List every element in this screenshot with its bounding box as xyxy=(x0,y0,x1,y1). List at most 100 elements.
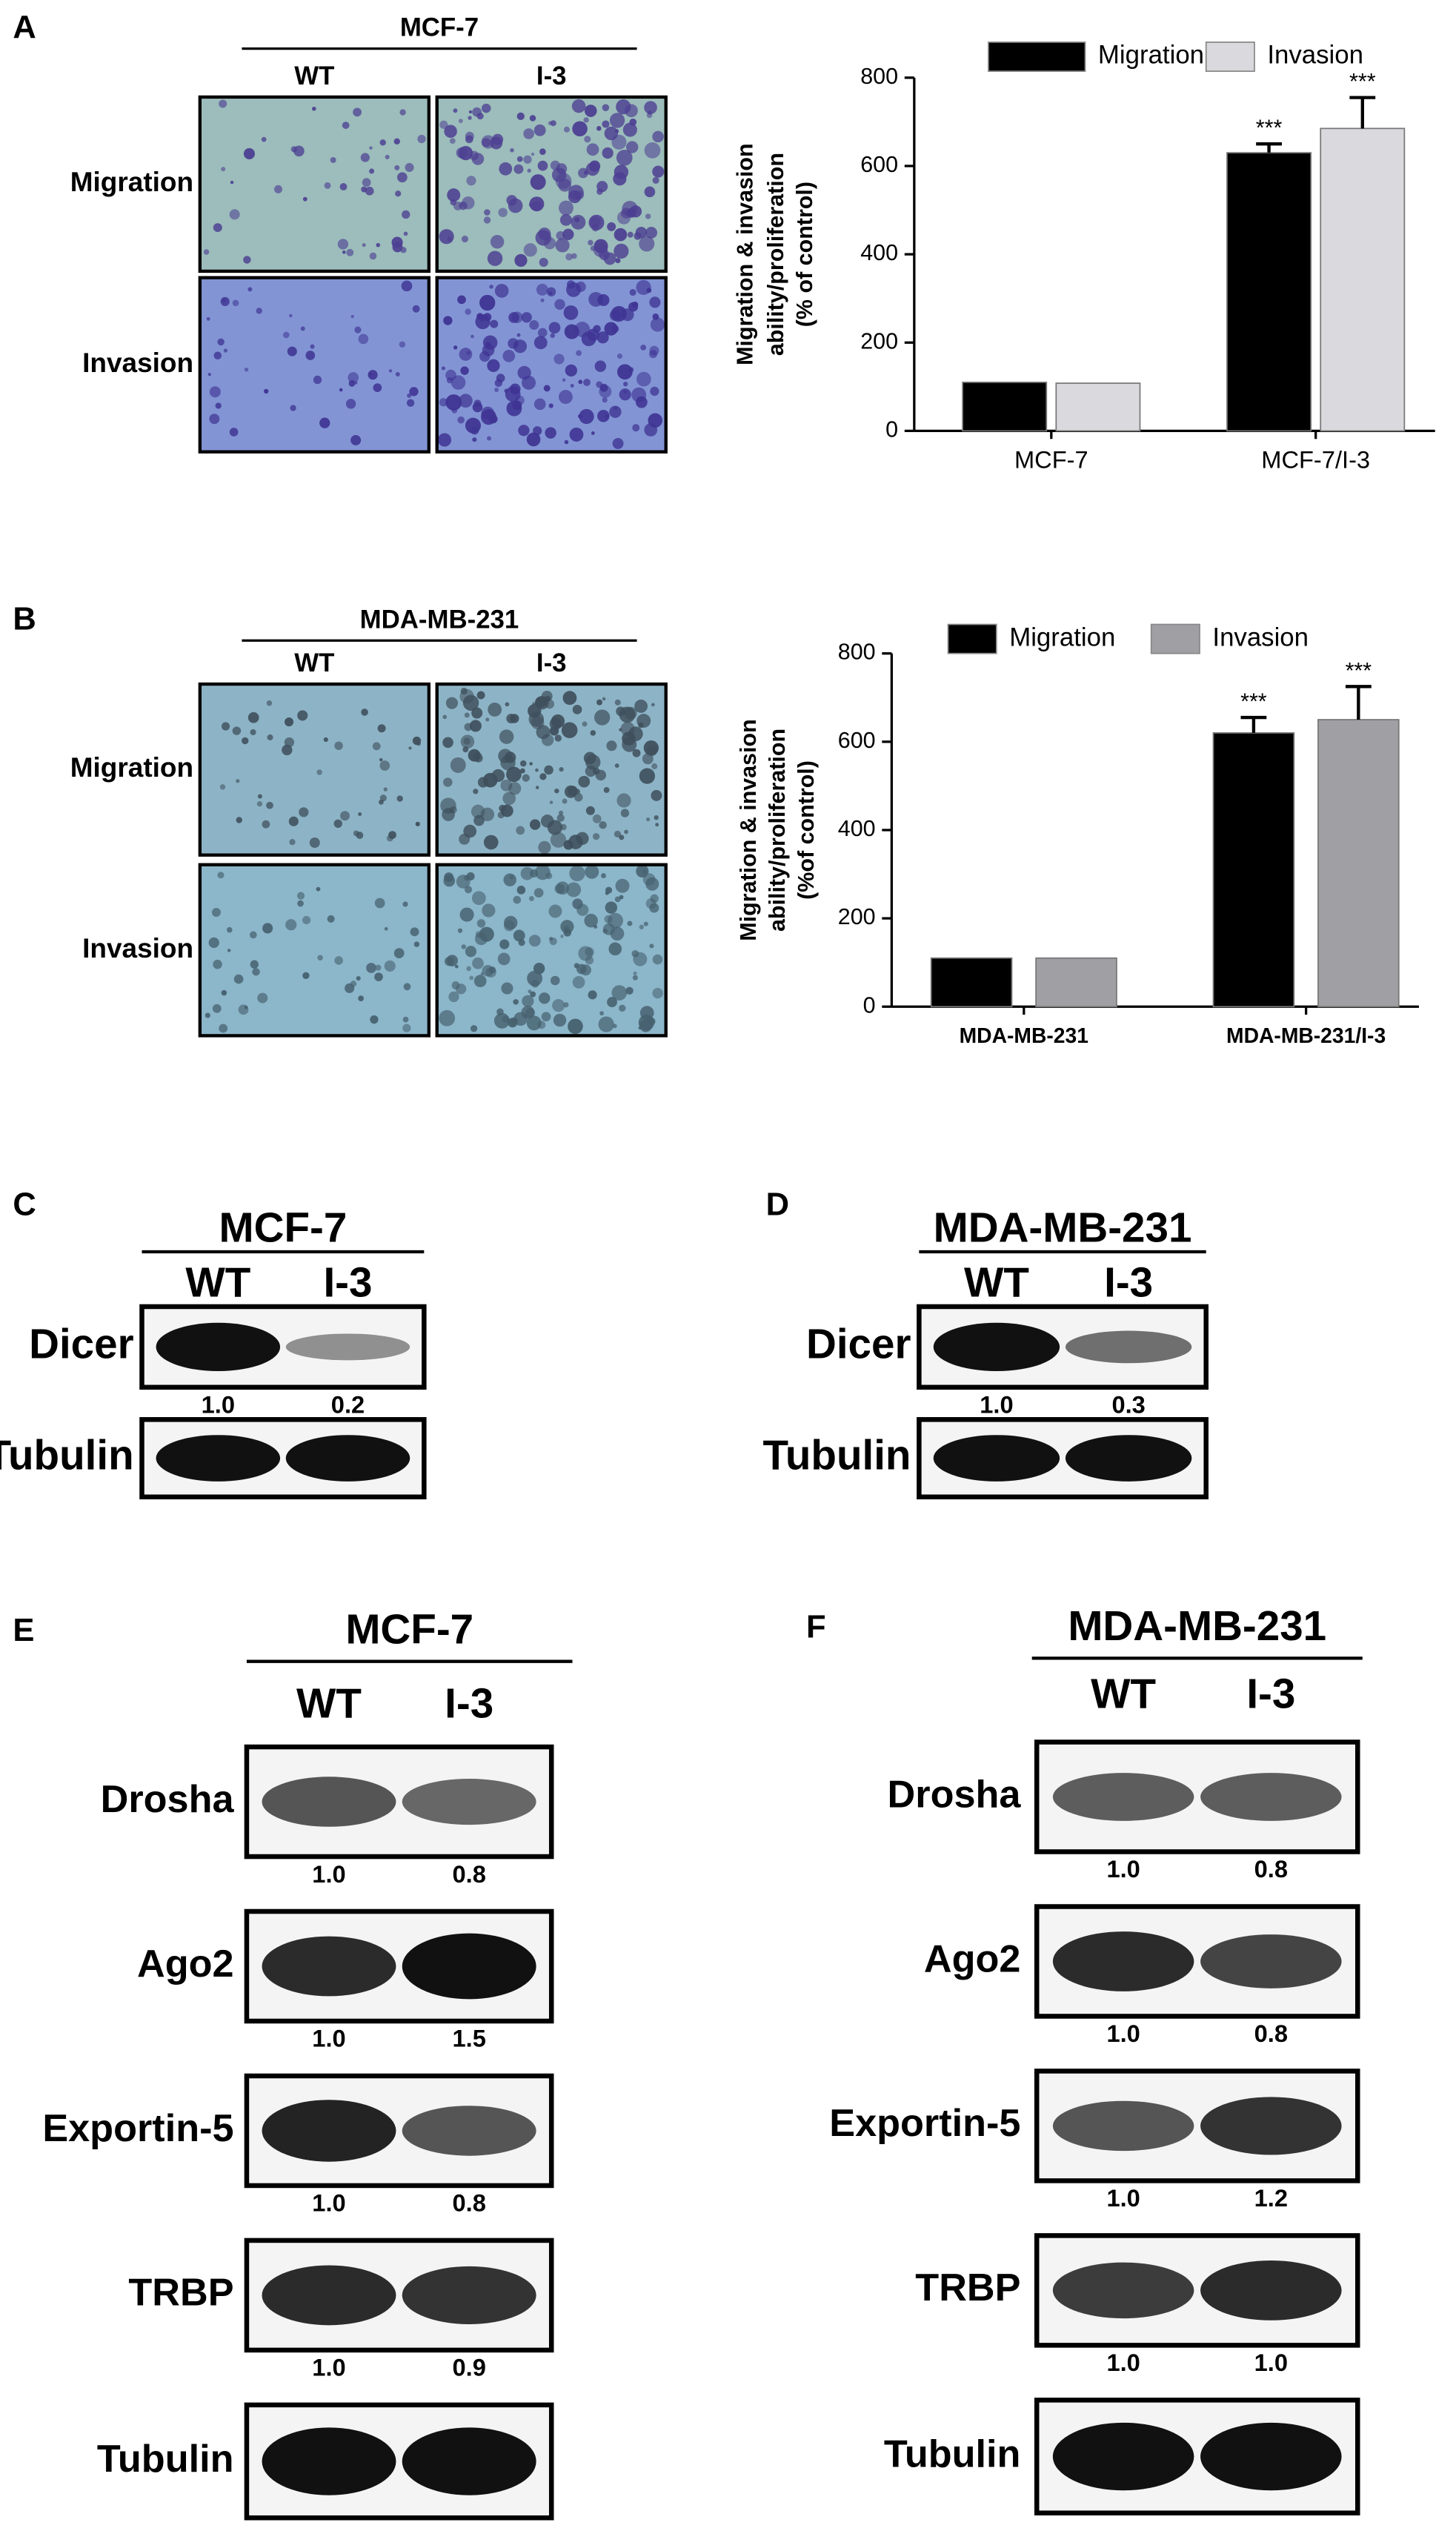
cell xyxy=(549,937,554,941)
quantification: 0.8 xyxy=(1254,1855,1288,1883)
row-label: Tubulin xyxy=(884,2432,1021,2475)
cell xyxy=(482,903,496,918)
cell xyxy=(574,793,583,802)
cell xyxy=(633,971,637,975)
cell xyxy=(455,983,467,995)
y-tick-label: 400 xyxy=(860,240,898,265)
x-tick-label: MCF-7 xyxy=(1014,445,1088,473)
cell xyxy=(437,433,452,447)
cell xyxy=(564,324,579,339)
cell xyxy=(391,236,403,248)
cell xyxy=(585,947,594,957)
cell xyxy=(514,253,528,268)
cell xyxy=(642,873,656,886)
cell xyxy=(356,975,361,981)
cell xyxy=(530,174,546,190)
cell xyxy=(558,390,573,404)
cell xyxy=(465,308,471,315)
cell xyxy=(526,432,541,447)
cell xyxy=(602,397,608,403)
cell xyxy=(374,972,383,982)
cell xyxy=(556,230,565,240)
cell xyxy=(516,333,521,337)
cell xyxy=(549,800,554,804)
y-tick-label: 800 xyxy=(860,64,898,89)
panel-title: MCF-7 xyxy=(345,1605,473,1652)
micrograph-frame xyxy=(198,276,431,454)
cell xyxy=(461,944,466,949)
cell xyxy=(256,308,262,314)
cell xyxy=(537,328,548,338)
cell xyxy=(340,811,350,821)
cell xyxy=(591,224,599,232)
cell xyxy=(377,724,386,733)
band xyxy=(262,2100,396,2162)
cell xyxy=(466,872,475,880)
cell xyxy=(379,757,383,762)
cell xyxy=(476,691,485,700)
cell xyxy=(535,768,539,772)
bar xyxy=(1035,957,1117,1008)
row-label: Drosha xyxy=(101,1778,235,1821)
quantification: 1.0 xyxy=(1254,2349,1288,2376)
cell xyxy=(525,1008,535,1018)
panel-title: MCF-7 xyxy=(400,13,479,42)
cell xyxy=(500,779,513,792)
cell xyxy=(513,895,522,904)
legend-swatch xyxy=(988,42,1086,72)
cell xyxy=(631,949,639,958)
cell xyxy=(469,720,482,732)
cell xyxy=(623,381,628,387)
cell xyxy=(576,350,582,356)
cell xyxy=(569,427,584,442)
cell xyxy=(215,402,222,409)
cell xyxy=(645,226,658,239)
cell xyxy=(257,992,268,1004)
cell xyxy=(476,919,486,928)
legend-label: Migration xyxy=(1009,623,1115,651)
cell xyxy=(564,439,569,445)
cell xyxy=(612,437,624,449)
cell xyxy=(290,146,297,153)
cell xyxy=(648,350,658,359)
y-tick-label: 600 xyxy=(860,152,898,177)
cell xyxy=(611,306,627,322)
cell xyxy=(549,726,559,736)
cell xyxy=(208,937,219,949)
cell xyxy=(537,160,548,171)
y-axis-label: Migration & invasion xyxy=(733,143,758,365)
cell xyxy=(461,235,469,243)
cell xyxy=(513,999,519,1005)
cell xyxy=(575,190,585,200)
cell xyxy=(402,1024,411,1032)
band xyxy=(156,1435,281,1482)
cell xyxy=(639,768,656,784)
cell xyxy=(358,334,369,345)
cell xyxy=(585,765,596,777)
cell xyxy=(533,124,546,136)
quantification: 1.0 xyxy=(1106,2349,1140,2376)
cell xyxy=(464,712,470,718)
cell xyxy=(645,817,651,822)
cell xyxy=(481,103,491,113)
cell xyxy=(583,752,596,765)
lane-label: WT xyxy=(964,1259,1029,1306)
cell xyxy=(598,1016,614,1032)
cell xyxy=(592,814,602,823)
cell xyxy=(473,789,479,795)
cell xyxy=(582,721,588,727)
cell xyxy=(247,287,253,292)
cell xyxy=(451,407,458,414)
cell xyxy=(646,288,652,293)
cell xyxy=(639,1019,652,1032)
cell xyxy=(369,146,373,150)
cell xyxy=(616,793,631,808)
cell xyxy=(459,907,474,922)
panel-title: MCF-7 xyxy=(219,1204,347,1251)
y-axis-label: Migration & invasion xyxy=(736,719,761,941)
cell xyxy=(227,949,231,952)
cell xyxy=(646,112,653,119)
cell xyxy=(537,1021,546,1029)
cell xyxy=(350,434,362,445)
cell xyxy=(460,366,469,375)
